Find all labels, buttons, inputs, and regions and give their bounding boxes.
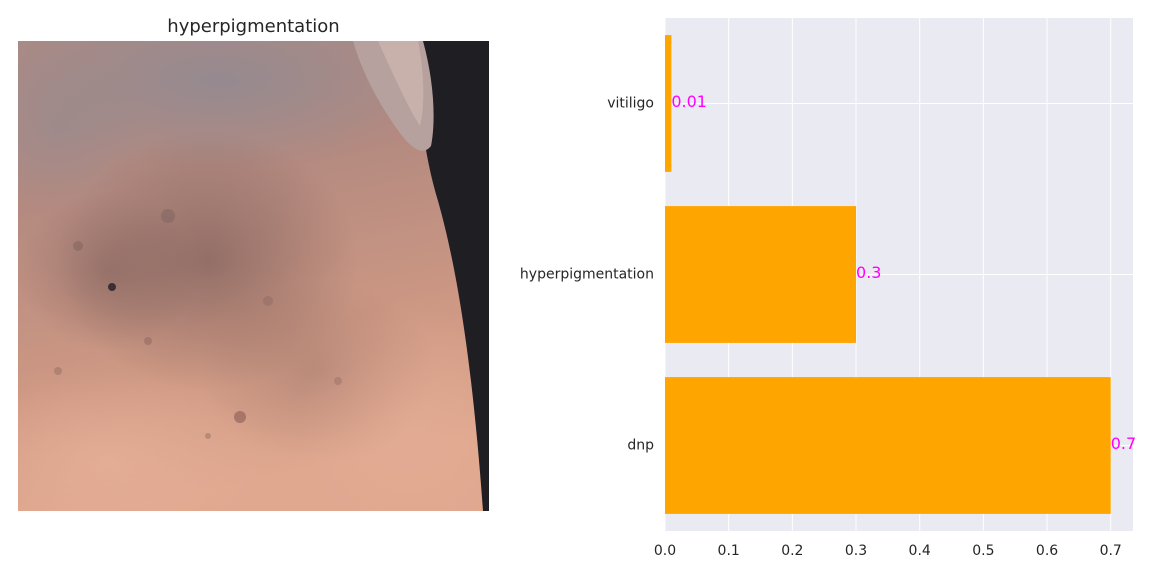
x-tick-label: 0.2 (781, 543, 803, 559)
x-tick-label: 0.5 (972, 543, 994, 559)
value-label-hyperpigmentation: 0.3 (856, 263, 881, 282)
category-label-dnp: dnp (627, 438, 654, 454)
bar-hyperpigmentation (665, 206, 857, 343)
x-tick-label: 0.7 (1100, 543, 1122, 559)
category-label-vitiligo: vitiligo (607, 96, 654, 112)
category-labels: dnp hyperpigmentation vitiligo (520, 96, 654, 454)
image-title: hyperpigmentation (167, 16, 340, 37)
bar-vitiligo (665, 35, 672, 172)
x-tick-label: 0.4 (909, 543, 931, 559)
bar-dnp (665, 377, 1111, 514)
x-tick-label: 0.3 (845, 543, 867, 559)
bars: 0.7 0.3 0.01 (665, 35, 1136, 514)
x-tick-label: 0.6 (1036, 543, 1058, 559)
value-label-dnp: 0.7 (1111, 434, 1136, 453)
x-tick-labels: 0.0 0.1 0.2 0.3 0.4 0.5 0.6 0.7 (654, 543, 1122, 559)
x-tick-label: 0.0 (654, 543, 676, 559)
skin-photo (18, 41, 489, 511)
x-tick-label: 0.1 (718, 543, 740, 559)
category-label-hyperpigmentation: hyperpigmentation (520, 267, 654, 283)
value-label-vitiligo: 0.01 (671, 92, 707, 111)
